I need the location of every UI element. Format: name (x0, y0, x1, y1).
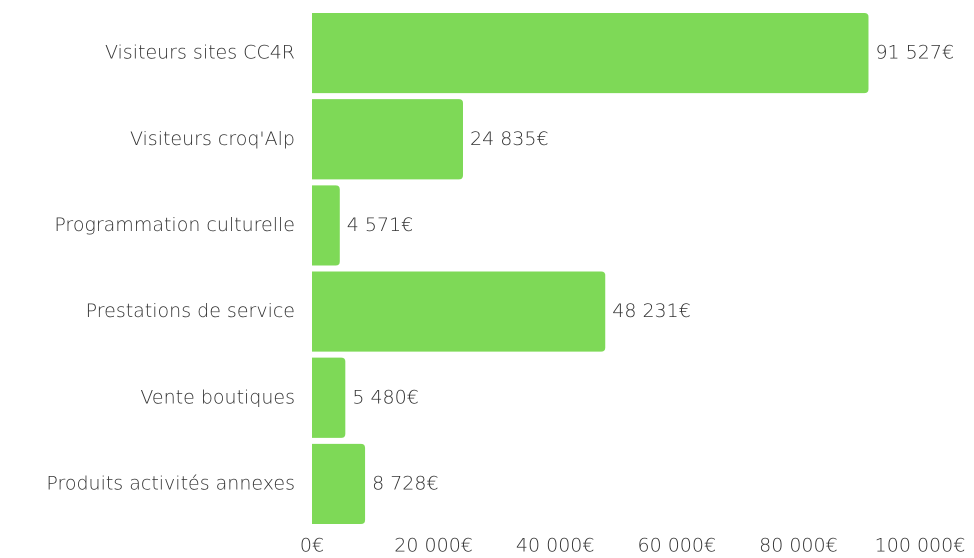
bar (312, 185, 340, 266)
value-label: 48 231€ (612, 300, 691, 322)
value-label: 24 835€ (470, 128, 549, 150)
bar (312, 443, 366, 524)
y-tick-label: Vente boutiques (140, 386, 295, 408)
value-label: 4 571€ (347, 214, 413, 236)
value-label: 8 728€ (372, 472, 438, 494)
bar (312, 13, 869, 94)
y-tick-label: Produits activités annexes (46, 472, 295, 494)
y-tick-label: Programmation culturelle (54, 214, 295, 236)
x-tick-label: 60 000€ (638, 535, 717, 557)
x-tick-label: 40 000€ (516, 535, 595, 557)
bar (312, 99, 463, 180)
x-tick-label: 80 000€ (759, 535, 838, 557)
bar (312, 271, 606, 352)
value-label: 91 527€ (875, 42, 954, 64)
value-label: 5 480€ (352, 386, 418, 408)
y-tick-label: Visiteurs sites CC4R (105, 42, 295, 64)
x-tick-label: 20 000€ (394, 535, 473, 557)
y-tick-label: Visiteurs croq'Alp (130, 128, 295, 150)
x-tick-label: 0€ (300, 535, 324, 557)
bar (312, 357, 346, 438)
y-tick-label: Prestations de service (86, 300, 295, 322)
x-tick-label: 100 000€ (875, 535, 966, 557)
